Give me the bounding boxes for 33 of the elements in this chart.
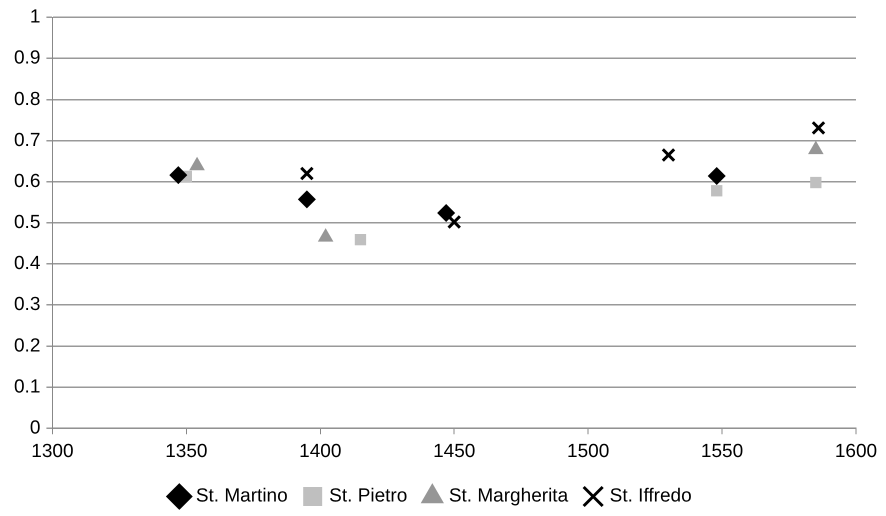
x-tick-label: 1350	[165, 440, 208, 462]
y-tick-label: 0.2	[14, 335, 40, 356]
x-tick-label: 1500	[566, 440, 610, 462]
point	[711, 185, 722, 196]
x-tick-label: 1400	[299, 440, 342, 462]
y-tick-label: 1	[30, 6, 40, 28]
legend-label: St. Iffredo	[610, 486, 692, 507]
y-tick-label: 0.3	[14, 294, 40, 316]
point	[300, 166, 314, 181]
y-tick-label: 0.1	[14, 376, 40, 398]
y-tick-label: 0.5	[14, 212, 40, 234]
x-tick-label: 1300	[31, 440, 74, 462]
point	[354, 234, 366, 246]
legend-label: St. Margherita	[448, 486, 569, 507]
point	[437, 204, 456, 222]
y-tick-label: 0.8	[14, 88, 40, 110]
point	[661, 148, 676, 162]
point	[169, 166, 188, 184]
point	[810, 176, 822, 188]
x-tick-label: 1600	[834, 440, 878, 462]
x-tick-label: 1550	[700, 440, 744, 462]
legend-label: St. Pietro	[329, 486, 408, 507]
y-tick-label: 0.6	[14, 170, 40, 192]
y-tick-label: 0.7	[14, 130, 40, 151]
legend-label: St. Martino	[196, 486, 288, 507]
point	[708, 166, 726, 185]
point	[447, 214, 462, 230]
point	[298, 190, 316, 208]
x-tick-label: 1450	[433, 440, 476, 462]
y-tick-label: 0	[30, 417, 40, 438]
point	[811, 120, 826, 136]
y-tick-label: 0.9	[14, 48, 40, 69]
y-tick-label: 0.4	[14, 253, 41, 274]
